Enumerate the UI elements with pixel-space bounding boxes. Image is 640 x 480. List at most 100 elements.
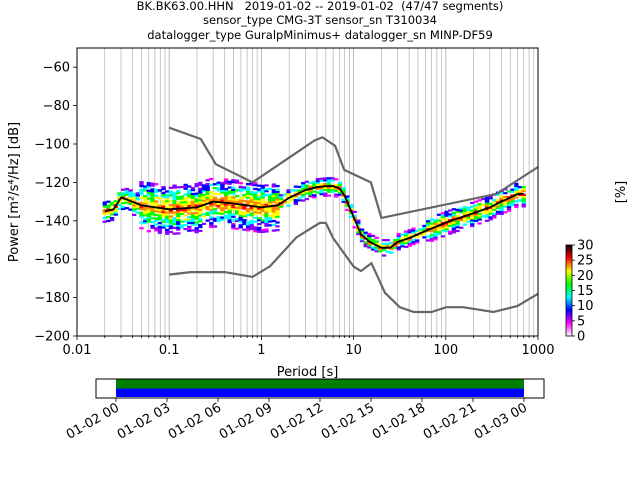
heatmap-cell xyxy=(242,213,247,216)
heatmap-cell xyxy=(403,230,409,233)
heatmap-cell xyxy=(426,222,431,225)
heatmap-cell xyxy=(345,208,350,212)
heatmap-cell xyxy=(172,222,177,226)
heatmap-cell xyxy=(407,231,412,234)
heatmap-cell xyxy=(462,223,468,226)
heatmap-cell xyxy=(359,230,365,233)
heatmap-cell xyxy=(234,208,240,211)
heatmap-cell xyxy=(271,194,276,198)
heatmap-cell xyxy=(503,191,508,195)
heatmap-cell xyxy=(341,187,346,190)
heatmap-cell xyxy=(444,220,449,223)
heatmap-cell xyxy=(249,197,254,200)
heatmap-cell xyxy=(227,207,232,210)
heatmap-cell xyxy=(168,221,174,224)
heatmap-cell xyxy=(470,211,475,214)
heatmap-cell xyxy=(499,199,504,202)
heatmap-cell xyxy=(514,190,519,193)
heatmap-cell xyxy=(124,197,129,200)
heatmap-cell xyxy=(198,189,203,192)
heatmap-cell xyxy=(209,216,214,219)
heatmap-cell xyxy=(234,204,240,207)
heatmap-cell xyxy=(146,208,152,212)
heatmap-cell xyxy=(187,212,192,215)
heatmap-cell xyxy=(521,205,526,208)
heatmap-cell xyxy=(473,219,479,222)
heatmap-cell xyxy=(293,195,299,198)
heatmap-cell xyxy=(253,226,258,229)
heatmap-cell xyxy=(466,218,471,221)
heatmap-cell xyxy=(433,228,438,231)
heatmap-cell xyxy=(234,181,240,184)
heatmap-cell xyxy=(139,181,144,184)
heatmap-cell xyxy=(267,210,273,213)
heatmap-cell xyxy=(264,230,269,233)
heatmap-cell xyxy=(484,215,490,219)
heatmap-cell xyxy=(304,197,310,201)
heatmap-cell xyxy=(238,216,243,219)
heatmap-cell xyxy=(403,236,409,239)
heatmap-cell xyxy=(242,188,247,191)
heatmap-cell xyxy=(253,216,258,219)
heatmap-cell xyxy=(499,205,504,208)
heatmap-cell xyxy=(231,227,236,230)
heatmap-cell xyxy=(301,195,306,198)
heatmap-cell xyxy=(492,212,497,215)
heatmap-cell xyxy=(157,227,163,230)
heatmap-cell xyxy=(242,195,247,199)
heatmap-cell xyxy=(157,225,163,229)
heatmap-cell xyxy=(198,225,203,229)
heatmap-cell xyxy=(190,212,196,215)
heatmap-cell xyxy=(256,226,262,230)
heatmap-cell xyxy=(451,217,457,220)
heatmap-cell xyxy=(220,185,225,188)
heatmap-cell xyxy=(165,213,170,216)
heatmap-cell xyxy=(172,196,177,199)
heatmap-cell xyxy=(223,197,229,200)
heatmap-cell xyxy=(190,198,196,201)
heatmap-cell xyxy=(146,216,152,219)
heatmap-cell xyxy=(378,248,383,251)
heatmap-cell xyxy=(245,225,251,228)
heatmap-cell xyxy=(271,193,276,196)
heatmap-cell xyxy=(275,192,280,195)
timeline-tick-label: 01-02 12 xyxy=(268,400,326,442)
heatmap-cell xyxy=(279,197,284,201)
heatmap-cell xyxy=(271,212,276,215)
heatmap-cell xyxy=(190,196,196,199)
heatmap-cell xyxy=(481,203,486,206)
heatmap-cell xyxy=(168,186,174,189)
heatmap-cell xyxy=(521,195,526,198)
heatmap-cell xyxy=(451,225,457,228)
heatmap-cell xyxy=(334,195,339,198)
heatmap-cell xyxy=(223,199,229,202)
heatmap-cell xyxy=(389,241,394,245)
heatmap-cell xyxy=(334,189,339,192)
heatmap-cell xyxy=(422,228,427,231)
heatmap-cell xyxy=(506,190,512,193)
heatmap-cell xyxy=(165,217,170,220)
heatmap-cell xyxy=(400,233,405,236)
heatmap-cell xyxy=(455,226,460,229)
heatmap-cell xyxy=(176,211,181,214)
heatmap-cell xyxy=(359,236,365,239)
heatmap-cell xyxy=(381,242,387,246)
heatmap-cell xyxy=(212,217,218,220)
heatmap-cell xyxy=(374,242,379,245)
heatmap-cell xyxy=(238,226,243,229)
heatmap-cell xyxy=(503,203,508,206)
heatmap-cell xyxy=(426,223,431,227)
heatmap-cell xyxy=(477,208,482,212)
heatmap-cell xyxy=(220,208,225,212)
heatmap-cell xyxy=(488,208,493,211)
heatmap-cell xyxy=(157,229,163,232)
heatmap-cell xyxy=(451,221,457,224)
heatmap-cell xyxy=(267,199,273,202)
heatmap-cell xyxy=(323,177,328,180)
heatmap-cell xyxy=(150,226,155,229)
heatmap-cell xyxy=(154,196,159,199)
heatmap-cell xyxy=(326,190,332,193)
heatmap-cell xyxy=(426,220,431,223)
heatmap-cell xyxy=(437,229,442,232)
